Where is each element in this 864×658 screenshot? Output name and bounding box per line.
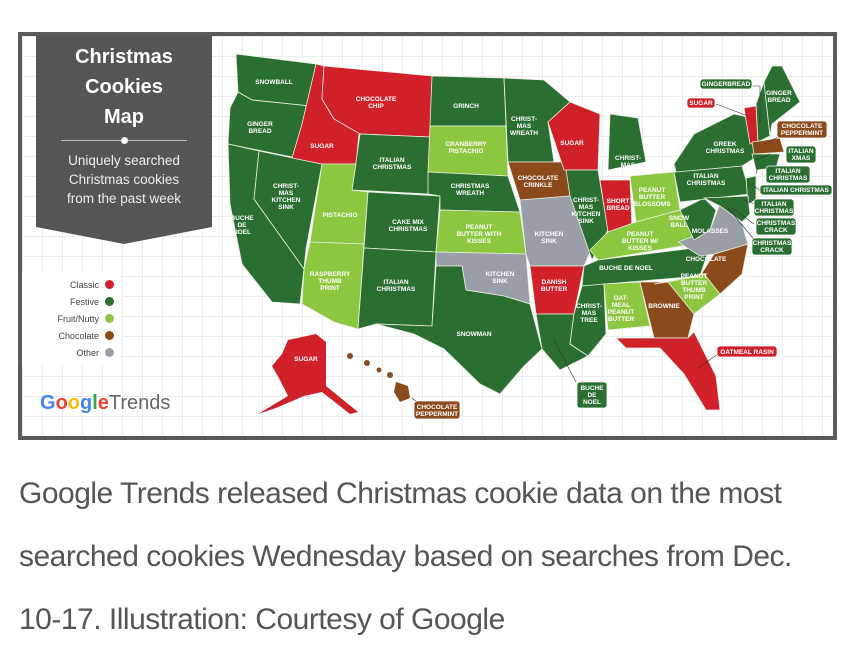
state-hi [347,353,410,402]
map-subtitle: Uniquely searched Christmas cookies from… [66,153,182,206]
festive-dot-icon [105,297,114,306]
us-map: .s{stroke:#e8f0df;stroke-width:0.8;} [227,53,833,420]
google-trends-logo: GoogleTrends [40,392,171,414]
state-labels: SNOWBALL GINGER BREAD BUCHE DE NOEL CHRIST-… [230,79,792,363]
svg-text:GINGERBREAD: GINGERBREAD [766,90,792,104]
chocolate-dot-icon [105,331,114,340]
other-dot-icon [105,348,114,357]
svg-text:OATMEAL RASIN: OATMEAL RASIN [720,349,774,356]
state-tx [375,265,543,395]
svg-text:BROWNIE: BROWNIE [648,303,680,310]
svg-text:SUGAR: SUGAR [294,356,318,363]
legend-item-fruit-nutty: Fruit/Nutty [22,310,122,327]
svg-text:GINGERBREAD: GINGERBREAD [702,81,751,88]
state-ma [751,137,785,155]
legend-item-other: Other [22,344,122,361]
svg-text:SUGAR: SUGAR [310,143,334,150]
svg-text:GRINCH: GRINCH [453,103,479,110]
svg-text:SNOWMAN: SNOWMAN [456,331,491,338]
svg-text:BUCHE DE NOEL: BUCHE DE NOEL [599,265,653,272]
state-az [301,241,365,330]
svg-text:SNOWBALL: SNOWBALL [255,79,293,86]
title-divider [61,137,187,144]
fruit-nutty-dot-icon [105,314,114,323]
legend-item-chocolate: Chocolate [22,327,122,344]
map-title: Christmas Cookies Map [75,46,173,128]
classic-dot-icon [105,280,114,289]
state-nd [429,75,507,127]
state-ak [258,334,358,414]
svg-text:SUGAR: SUGAR [560,140,584,147]
svg-text:ITALIAN CHRISTMAS: ITALIAN CHRISTMAS [763,187,829,194]
map-frame: .s{stroke:#e8f0df;stroke-width:0.8;} [18,32,837,440]
svg-text:SUGAR: SUGAR [689,100,713,107]
state-tn [581,245,711,287]
svg-text:PISTACHIO: PISTACHIO [323,212,358,219]
state-mi [607,113,647,171]
title-banner: Christmas Cookies Map Uniquely searched … [36,36,212,244]
state-wi [547,101,601,171]
svg-text:MOLASSES: MOLASSES [692,228,729,235]
legend-item-classic: Classic [22,276,122,293]
state-fl [615,331,721,411]
callout-boxes: GINGERBREAD SUGAR CHOCOLATE PEPPERMINT IT… [413,78,833,420]
svg-text:SNOWBALL: SNOWBALL [669,215,690,229]
legend-item-festive: Festive [22,293,122,310]
state-me [763,65,801,137]
state-nc [653,243,749,295]
state-al [603,281,651,331]
legend: Classic Festive Fruit/Nutty Chocolate Ot… [22,272,122,365]
image-caption: Google Trends released Christmas cookie … [19,477,792,636]
svg-text:GINGERBREAD: GINGERBREAD [247,121,273,135]
svg-text:CHOCOLATE: CHOCOLATE [686,256,727,263]
